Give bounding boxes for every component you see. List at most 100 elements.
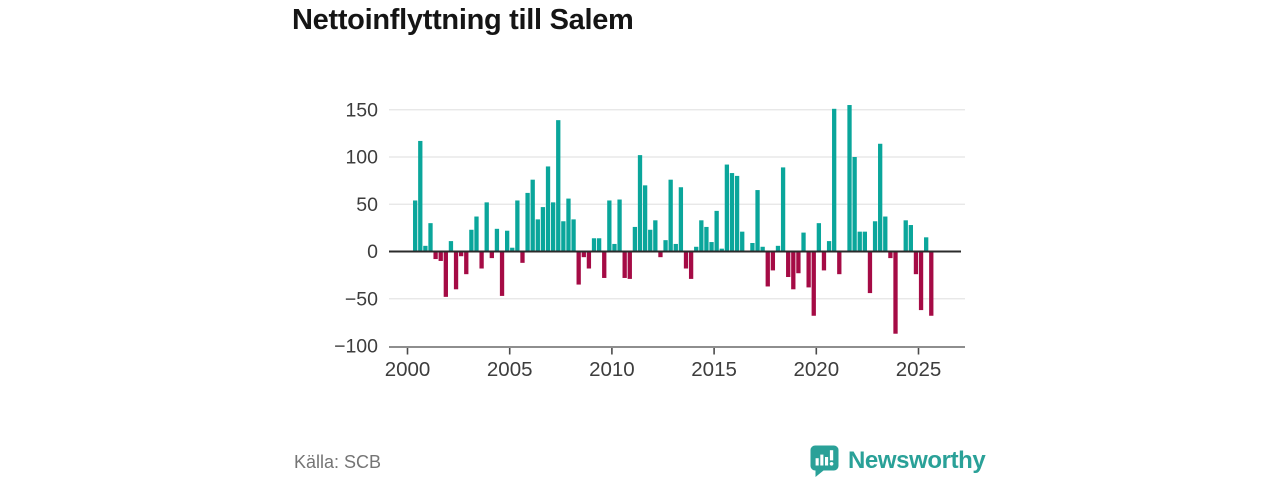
bar-2009Q2: [596, 238, 602, 252]
bar-2004Q4: [505, 230, 510, 252]
bar-2002Q2: [453, 251, 459, 290]
bar-2003Q3: [479, 251, 484, 269]
bar-2010Q1: [612, 243, 617, 252]
bar-2009Q1: [591, 238, 597, 252]
bar-2024Q3: [908, 225, 913, 252]
bar-2000Q2: [413, 200, 418, 252]
bar-2019Q3: [806, 251, 811, 288]
bar-2023Q1: [878, 143, 883, 252]
bar-2024Q2: [903, 220, 908, 252]
bar-2015Q2: [719, 248, 724, 252]
bar-2006Q3: [540, 207, 546, 252]
bar-2012Q2: [658, 251, 663, 258]
bar-2024Q4: [913, 251, 919, 275]
bar-2012Q1: [653, 220, 658, 252]
bar-2010Q4: [627, 251, 632, 279]
newsworthy-logo: Newsworthy: [810, 444, 986, 478]
bar-2011Q3: [642, 185, 648, 252]
bar-2013Q4: [688, 251, 694, 279]
bar-2017Q2: [760, 246, 765, 252]
bar-2019Q2: [801, 232, 806, 252]
bar-2009Q3: [602, 251, 607, 278]
bar-2001Q3: [438, 251, 443, 261]
bar-2013Q1: [673, 243, 678, 252]
newsworthy-icon: [810, 445, 839, 477]
bar-2005Q3: [520, 251, 525, 263]
bar-2006Q4: [545, 166, 551, 252]
bar-2001Q4: [443, 251, 448, 297]
bar-2015Q1: [714, 210, 719, 252]
bar-2002Q1: [448, 241, 454, 252]
bar-2011Q2: [637, 155, 643, 252]
brand-name: Newsworthy: [848, 447, 986, 474]
bar-2016Q4: [750, 243, 755, 252]
bar-2000Q3: [418, 140, 423, 252]
bar-2025Q2: [924, 237, 929, 252]
bar-2009Q4: [607, 200, 612, 252]
bar-2002Q4: [464, 251, 469, 275]
bar-2001Q2: [433, 251, 438, 260]
y-tick-label: −100: [334, 336, 378, 358]
bar-2019Q4: [811, 251, 816, 316]
source-note: Källa: SCB: [294, 452, 382, 472]
bar-2007Q3: [561, 221, 566, 252]
bar-2005Q4: [525, 192, 530, 252]
bar-2022Q4: [872, 221, 878, 252]
bar-2020Q3: [826, 241, 832, 252]
bar-2022Q2: [862, 231, 867, 252]
bar-2006Q1: [530, 179, 535, 252]
bar-2000Q4: [423, 245, 428, 252]
bar-2001Q1: [428, 223, 433, 252]
bar-2023Q4: [893, 251, 898, 334]
bar-2004Q3: [499, 251, 505, 296]
bar-2011Q1: [632, 226, 638, 252]
page-title: Nettoinflyttning till Salem: [292, 4, 634, 36]
bar-2018Q3: [786, 251, 791, 278]
bar-2008Q2: [576, 251, 581, 285]
x-tick-label: 2005: [487, 358, 533, 381]
bar-2021Q4: [852, 157, 857, 252]
bar-2010Q2: [617, 199, 622, 252]
bar-2023Q3: [888, 251, 893, 259]
bar-2022Q3: [867, 251, 873, 294]
bar-2007Q4: [566, 198, 571, 252]
bar-2021Q1: [837, 251, 842, 275]
bar-2012Q3: [663, 240, 668, 252]
bar-2025Q1: [918, 251, 924, 311]
bar-2014Q1: [694, 246, 699, 252]
bar-2004Q1: [489, 251, 494, 259]
bar-2025Q3: [929, 251, 934, 316]
x-tick-label: 2025: [896, 358, 942, 381]
bar-2018Q4: [791, 251, 796, 290]
bar-2002Q3: [459, 251, 464, 257]
x-tick-label: 2000: [385, 358, 431, 381]
bar-2007Q2: [556, 120, 561, 252]
bar-2022Q1: [857, 231, 862, 252]
bar-2015Q4: [729, 173, 735, 252]
y-tick-label: 50: [356, 194, 378, 216]
bar-2008Q4: [586, 251, 592, 269]
y-tick-label: −50: [345, 288, 378, 310]
bar-2008Q1: [571, 219, 576, 252]
bar-2018Q1: [775, 245, 781, 252]
bar-2007Q1: [550, 202, 556, 252]
bar-2008Q3: [581, 251, 586, 258]
bar-chart: 150 100 50 0 −50 −100 2000 2005 2010 2015 2020 2025: [334, 99, 965, 381]
bar-2023Q2: [883, 216, 888, 252]
bar-2018Q2: [780, 167, 786, 252]
bar-2016Q2: [740, 231, 745, 252]
bar-2016Q1: [734, 175, 740, 252]
y-tick-label: 150: [345, 99, 378, 121]
y-tick-label: 0: [367, 241, 378, 263]
bar-2005Q2: [515, 200, 520, 252]
bar-2020Q2: [821, 251, 827, 271]
bar-2004Q2: [494, 228, 500, 252]
bar-2021Q3: [847, 105, 852, 252]
x-tick-label: 2015: [691, 358, 737, 381]
bar-2005Q1: [510, 247, 515, 252]
bar-2017Q4: [770, 251, 776, 271]
bar-2010Q3: [622, 251, 627, 278]
x-tick-label: 2020: [793, 358, 839, 381]
bar-2012Q4: [668, 179, 673, 252]
bar-2013Q2: [678, 187, 684, 252]
